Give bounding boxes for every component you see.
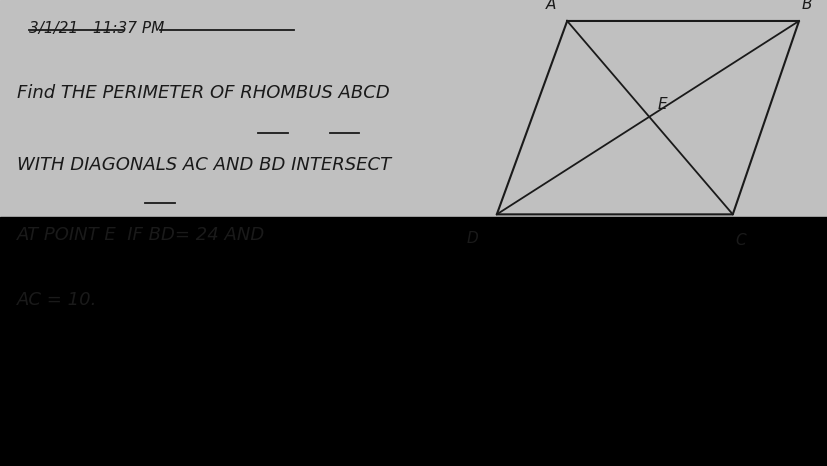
Text: AT POINT E  IF BD= 24 AND: AT POINT E IF BD= 24 AND bbox=[17, 226, 265, 244]
Text: Find THE PERIMETER OF RHOMBUS ABCD: Find THE PERIMETER OF RHOMBUS ABCD bbox=[17, 84, 389, 102]
Bar bbox=[0, 0, 827, 217]
Text: E: E bbox=[657, 97, 667, 112]
Text: D: D bbox=[466, 231, 478, 246]
Text: 3/1/21   11:37 PM: 3/1/21 11:37 PM bbox=[29, 21, 164, 36]
Text: WITH DIAGONALS AC AND BD INTERSECT: WITH DIAGONALS AC AND BD INTERSECT bbox=[17, 156, 390, 174]
Text: C: C bbox=[734, 233, 745, 248]
Text: A: A bbox=[545, 0, 556, 12]
Text: B: B bbox=[801, 0, 811, 12]
Bar bbox=[0, 217, 827, 466]
Text: AC = 10.: AC = 10. bbox=[17, 291, 97, 309]
